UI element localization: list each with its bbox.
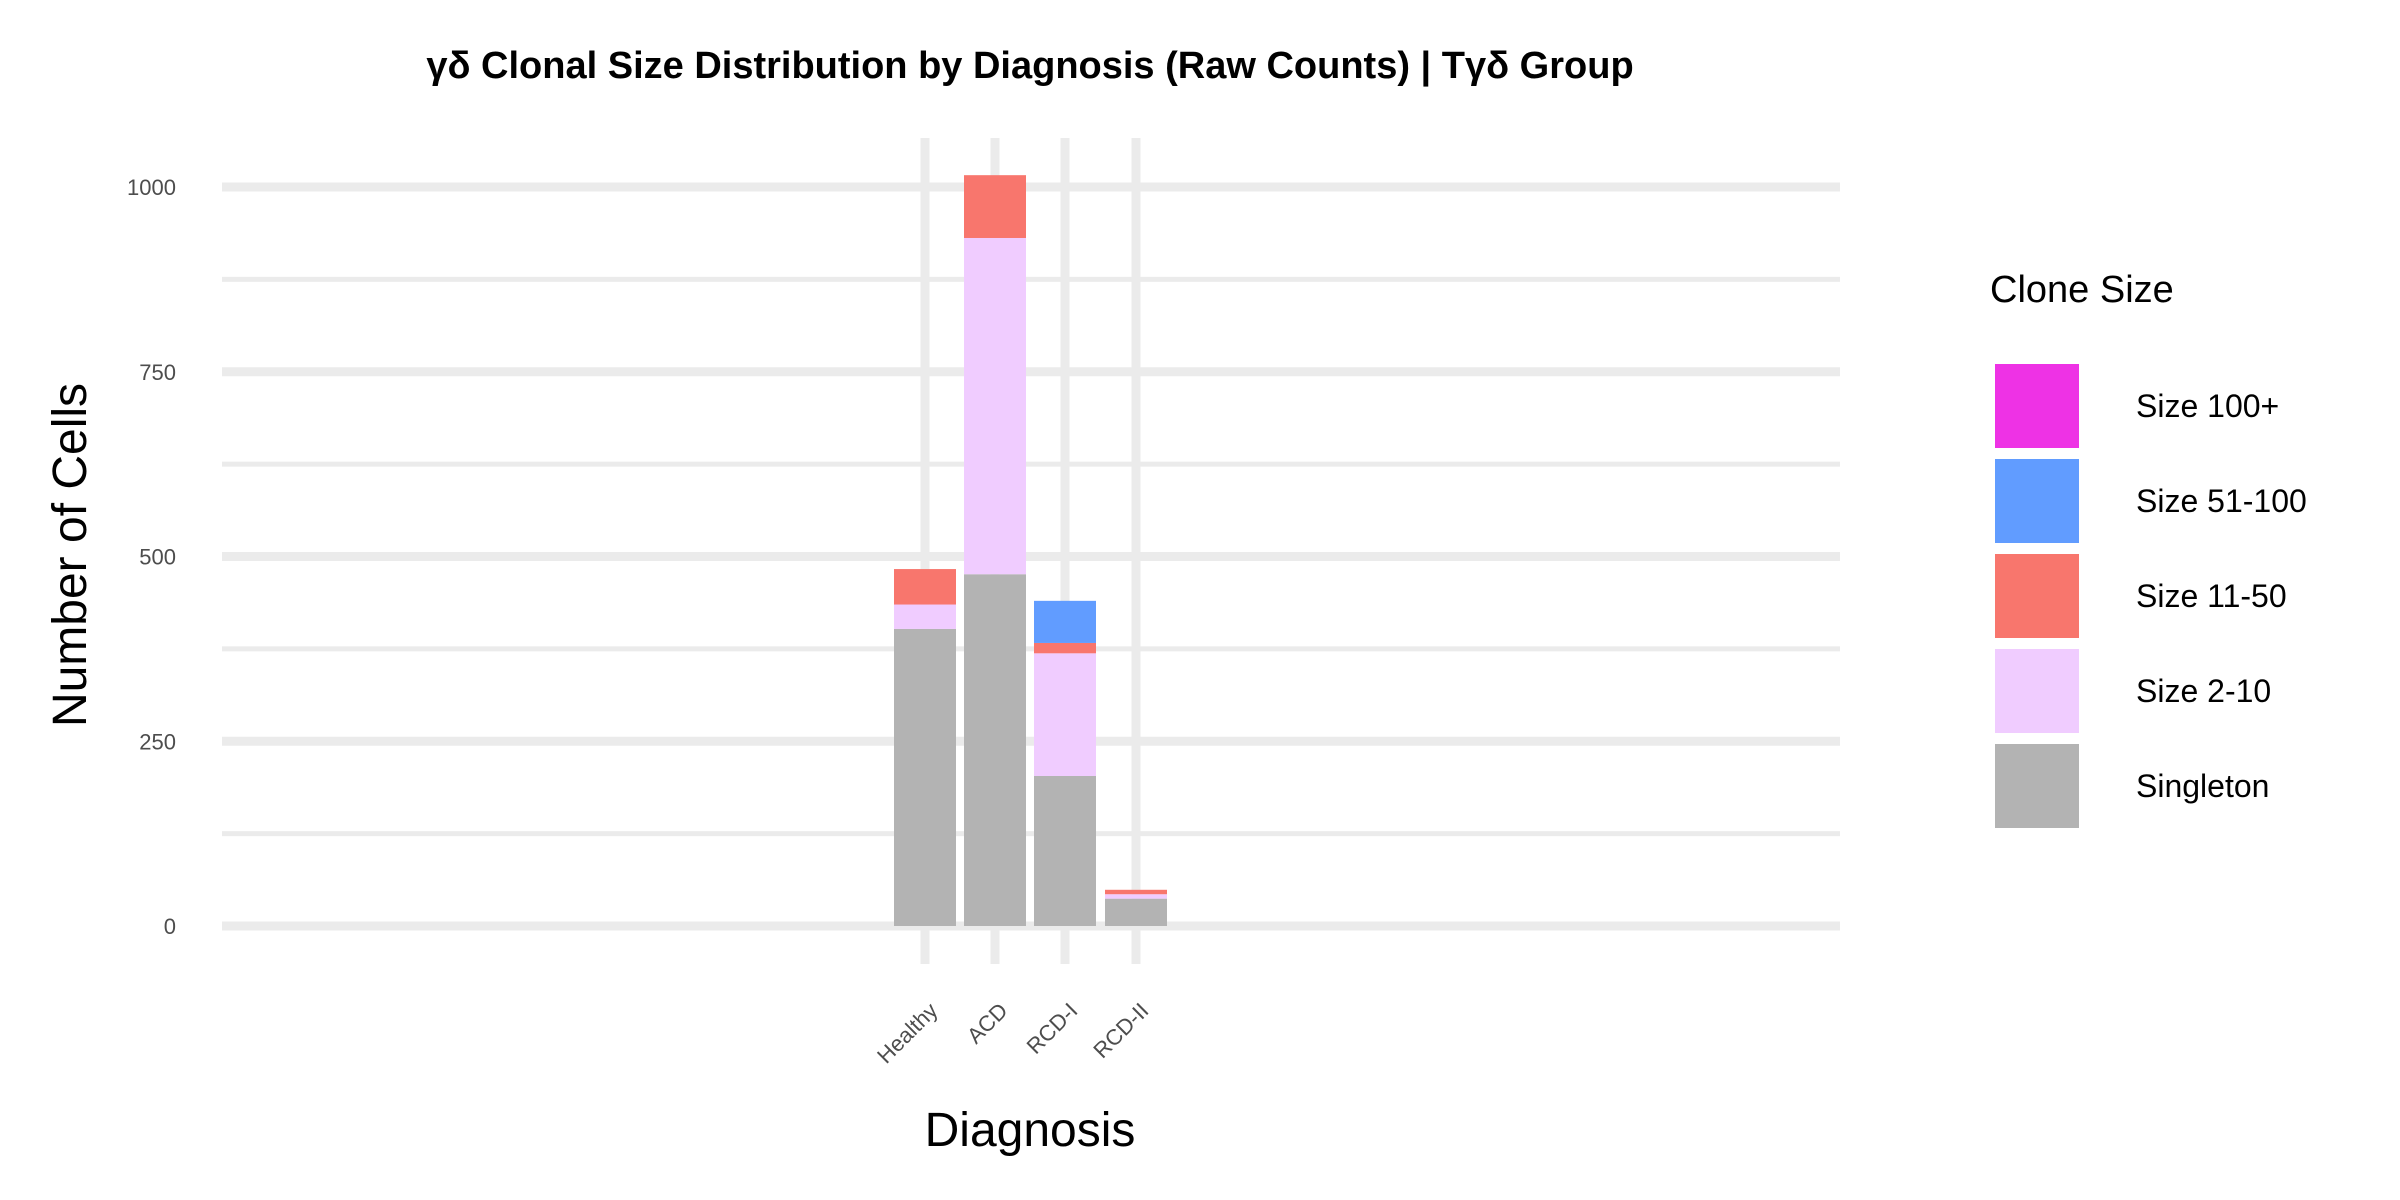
- bars: [894, 175, 1167, 926]
- legend: Clone Size Size 100+ Size 51-100 Size 11-5…: [1990, 269, 2307, 828]
- y-tick-label: 1000: [127, 175, 176, 200]
- x-tick-label: Healthy: [872, 998, 942, 1068]
- legend-label: Size 11-50: [2136, 578, 2287, 614]
- y-axis-ticks: 0 250 500 750 1000: [127, 175, 176, 939]
- bar-segment-RCD-I-size-2-10: [1034, 653, 1096, 776]
- legend-label: Size 51-100: [2136, 483, 2307, 519]
- legend-key: [1995, 459, 2079, 543]
- legend-key: [1995, 744, 2079, 828]
- bar-segment-Healthy-singleton: [894, 628, 956, 926]
- legend-key: [1995, 364, 2079, 448]
- grid: [222, 138, 1840, 964]
- bar-segment-Healthy-size-11-50: [894, 569, 956, 605]
- chart-title: γδ Clonal Size Distribution by Diagnosis…: [426, 45, 1633, 87]
- legend-label: Size 100+: [2136, 388, 2279, 424]
- bar-segment-RCD-I-singleton: [1034, 775, 1096, 926]
- x-axis-ticks: Healthy ACD RCD-I RCD-II: [872, 998, 1153, 1068]
- y-tick-label: 500: [139, 545, 176, 570]
- bar-segment-ACD-size-11-50: [964, 175, 1026, 238]
- legend-items: Size 100+ Size 51-100 Size 11-50 Size 2-10 S…: [1995, 364, 2307, 828]
- bar-segment-Healthy-size-2-10: [894, 604, 956, 629]
- bar-segment-ACD-size-2-10: [964, 237, 1026, 575]
- bar-segment-RCD-I-size-51-100: [1034, 600, 1096, 643]
- bar-segment-ACD-singleton: [964, 574, 1026, 926]
- legend-key: [1995, 554, 2079, 638]
- y-tick-label: 0: [164, 914, 176, 939]
- legend-label: Size 2-10: [2136, 673, 2271, 709]
- y-tick-label: 750: [139, 360, 176, 385]
- bar-segment-RCD-II-size-11-50: [1105, 889, 1167, 895]
- legend-label: Singleton: [2136, 768, 2269, 804]
- x-tick-label: ACD: [962, 998, 1013, 1049]
- legend-key: [1995, 649, 2079, 733]
- x-tick-label: RCD-II: [1088, 998, 1153, 1063]
- y-axis-title: Number of Cells: [44, 383, 97, 727]
- x-tick-label: RCD-I: [1022, 998, 1083, 1059]
- bar-segment-RCD-I-size-11-50: [1034, 642, 1096, 654]
- x-axis-title: Diagnosis: [925, 1104, 1136, 1157]
- bar-segment-RCD-II-singleton: [1105, 898, 1167, 926]
- bar-segment-RCD-II-size-2-10: [1105, 894, 1167, 899]
- legend-title: Clone Size: [1990, 269, 2174, 311]
- y-tick-label: 250: [139, 729, 176, 754]
